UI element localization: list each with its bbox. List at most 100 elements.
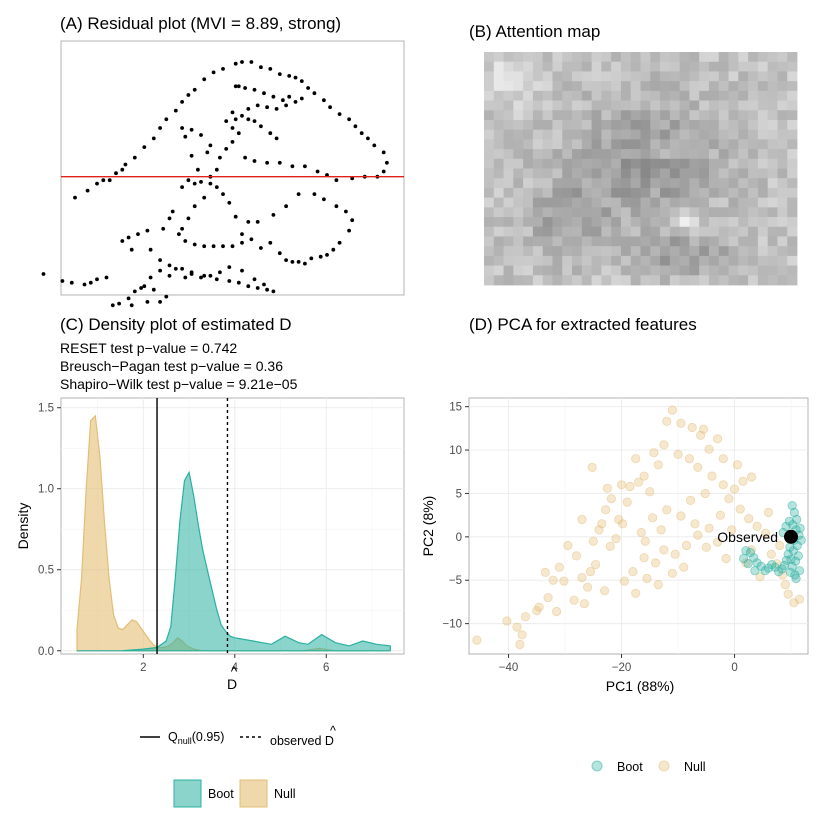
attention-cell — [669, 275, 681, 286]
attention-cell — [503, 178, 514, 189]
panel-a-frame — [60, 40, 405, 296]
attention-cell — [581, 197, 592, 208]
attention-cell — [679, 71, 690, 82]
attention-cell — [650, 90, 661, 101]
pca-point-boot — [743, 559, 753, 569]
residual-point — [158, 268, 163, 273]
residual-point — [381, 150, 386, 155]
attention-cell — [777, 226, 788, 237]
attention-cell — [640, 265, 651, 276]
residual-point — [117, 301, 121, 306]
attention-cell — [748, 139, 759, 150]
pca-x-tick: 0 — [731, 662, 737, 674]
attention-cell — [601, 129, 612, 140]
attention-cell — [630, 119, 641, 131]
pca-point-null — [744, 513, 754, 524]
attention-cell — [620, 81, 632, 92]
attention-cell — [748, 71, 759, 82]
residual-point — [202, 195, 207, 200]
attention-cell — [493, 187, 504, 199]
attention-cell — [728, 197, 739, 208]
attention-cell — [669, 110, 681, 121]
residual-point — [104, 275, 109, 280]
attention-cell — [757, 178, 769, 189]
attention-cell — [767, 90, 778, 101]
residual-point — [107, 178, 112, 183]
attention-cell — [777, 197, 788, 208]
residual-point — [167, 216, 172, 221]
residual-point — [240, 60, 244, 64]
attention-cell — [689, 81, 700, 92]
attention-cell — [669, 178, 681, 189]
attention-cell — [630, 275, 641, 286]
pca-point-null — [693, 462, 703, 472]
attention-cell — [728, 255, 739, 266]
residual-point — [277, 160, 282, 165]
attention-cell — [718, 158, 729, 169]
pca-point-null — [653, 460, 663, 470]
residual-point — [120, 239, 125, 243]
attention-cell — [699, 226, 710, 237]
attention-cell — [513, 61, 524, 72]
residual-point — [180, 100, 185, 104]
attention-cell — [572, 265, 583, 276]
attention-cell — [581, 90, 592, 101]
attention-cell — [748, 52, 759, 63]
attention-cell — [630, 61, 641, 72]
residual-point — [95, 181, 99, 186]
attention-cell — [748, 158, 759, 169]
attention-cell — [767, 158, 778, 169]
attention-cell — [669, 100, 681, 111]
attention-cell — [513, 90, 524, 101]
residual-point — [246, 284, 251, 289]
breusch-pagan-text: Breusch−Pagan test p−value = 0.36 — [60, 358, 283, 374]
attention-cell — [757, 265, 769, 276]
attention-cell — [660, 226, 671, 237]
attention-cell — [767, 275, 778, 286]
attention-cell — [738, 236, 749, 247]
attention-cell — [542, 71, 553, 82]
attention-cell — [757, 81, 769, 92]
attention-cell — [660, 178, 671, 189]
attention-cell — [748, 178, 759, 189]
attention-cell — [679, 149, 690, 160]
attention-cell — [532, 197, 544, 208]
pca-point-null — [649, 448, 659, 458]
attention-cell — [552, 158, 563, 169]
attention-cell — [572, 129, 583, 140]
attention-cell — [630, 139, 641, 150]
attention-cell — [601, 81, 612, 92]
attention-cell — [708, 81, 720, 92]
legend-qnull-label: Qnull(0.95) — [168, 730, 224, 746]
residual-point — [214, 167, 219, 172]
attention-cell — [728, 178, 739, 189]
attention-cell — [484, 226, 495, 237]
attention-cell — [552, 236, 563, 247]
attention-cell — [601, 197, 612, 208]
residual-point — [126, 296, 131, 301]
pca-point-null — [693, 530, 703, 540]
legend-null-swatch — [239, 779, 268, 808]
residual-point — [151, 136, 156, 141]
attention-cell — [493, 158, 504, 169]
attention-cell — [591, 168, 602, 179]
attention-cell — [757, 246, 769, 257]
attention-cell — [581, 187, 592, 199]
attention-cell — [738, 207, 749, 218]
attention-cell — [650, 265, 661, 276]
attention-cell — [660, 100, 671, 111]
attention-cell — [572, 246, 583, 257]
residual-point — [381, 169, 386, 174]
residual-point — [236, 131, 241, 136]
attention-cell — [601, 90, 612, 101]
attention-cell — [493, 110, 504, 121]
attention-cell — [748, 217, 759, 228]
attention-cell — [669, 90, 681, 101]
residual-point — [322, 98, 326, 103]
residual-point — [322, 197, 326, 202]
residual-point — [136, 232, 140, 237]
pca-point-null — [650, 558, 661, 568]
attention-cell — [679, 255, 690, 266]
pca-point-boot — [786, 554, 796, 565]
attention-cell — [581, 226, 592, 237]
